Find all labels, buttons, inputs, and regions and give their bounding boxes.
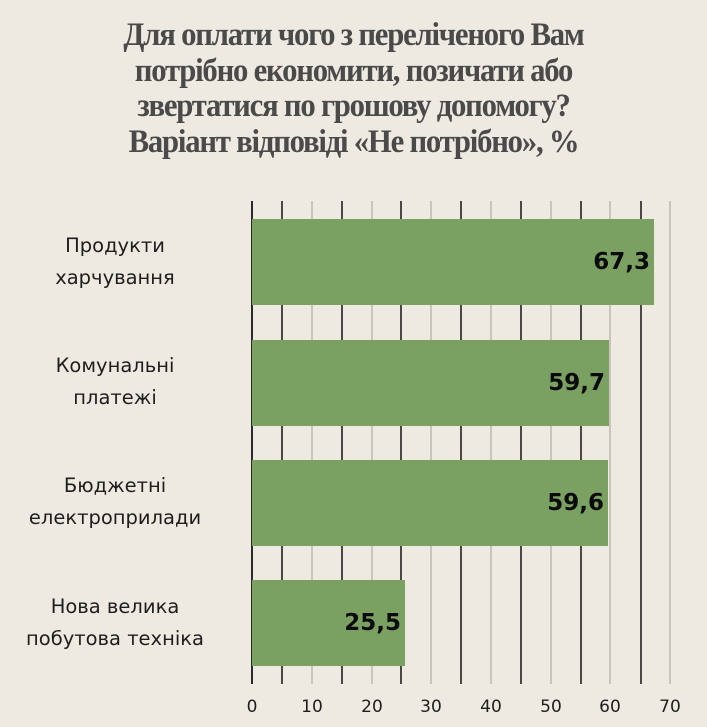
gridline-25: [400, 201, 402, 684]
gridline-30: [430, 201, 432, 684]
bar-value-label: 67,3: [593, 249, 650, 275]
category-label-budget-appliances: Бюджетні електроприлади: [0, 470, 230, 534]
gridline-50: [550, 201, 552, 684]
gridline-10: [311, 201, 313, 684]
gridline-60: [609, 201, 611, 684]
label-line: Нова велика: [50, 595, 180, 618]
gridline-15: [341, 201, 343, 684]
gridline-40: [490, 201, 492, 684]
bar-budget-appliances: 59,6: [252, 460, 608, 546]
gridline-70: [669, 201, 671, 684]
gridline-55: [580, 201, 582, 684]
x-tick-70: 70: [659, 697, 681, 717]
category-label-food: Продукти харчування: [0, 230, 230, 294]
x-tick-10: 10: [301, 697, 323, 717]
label-line: побутова техніка: [26, 627, 204, 650]
label-line: харчування: [55, 266, 175, 289]
x-tick-60: 60: [599, 697, 621, 717]
gridline-5: [281, 201, 283, 684]
bar-value-label: 59,7: [548, 370, 605, 396]
gridline-45: [520, 201, 522, 684]
title-line-3: звертатися по грошову допомогу?: [137, 88, 570, 124]
label-line: платежі: [73, 386, 157, 409]
bar-food: 67,3: [252, 219, 654, 305]
category-label-large-appliances: Нова велика побутова техніка: [0, 591, 230, 655]
gridline-35: [460, 201, 462, 684]
label-line: Комунальні: [55, 354, 175, 377]
x-tick-0: 0: [246, 697, 258, 717]
bar-value-label: 25,5: [344, 610, 401, 636]
gridline-65: [640, 201, 642, 684]
y-axis-line: [251, 201, 253, 684]
x-tick-20: 20: [361, 697, 383, 717]
chart-title: Для оплати чого з переліченого Вам потрі…: [25, 17, 683, 160]
label-line: Продукти: [65, 234, 165, 257]
gridline-20: [371, 201, 373, 684]
bar-value-label: 59,6: [547, 490, 604, 516]
title-line-1: Для оплати чого з переліченого Вам: [123, 17, 584, 53]
x-tick-30: 30: [420, 697, 442, 717]
label-line: Бюджетні: [63, 474, 167, 497]
title-line-4: Варіант відповіді «Не потрібно», %: [128, 123, 580, 160]
x-tick-40: 40: [480, 697, 502, 717]
bar-large-appliances: 25,5: [252, 580, 405, 666]
category-label-utilities: Комунальні платежі: [0, 350, 230, 414]
title-line-2: потрібно економити, позичати або: [134, 52, 574, 89]
x-tick-50: 50: [540, 697, 562, 717]
bar-utilities: 59,7: [252, 340, 609, 426]
label-line: електроприлади: [28, 506, 202, 529]
